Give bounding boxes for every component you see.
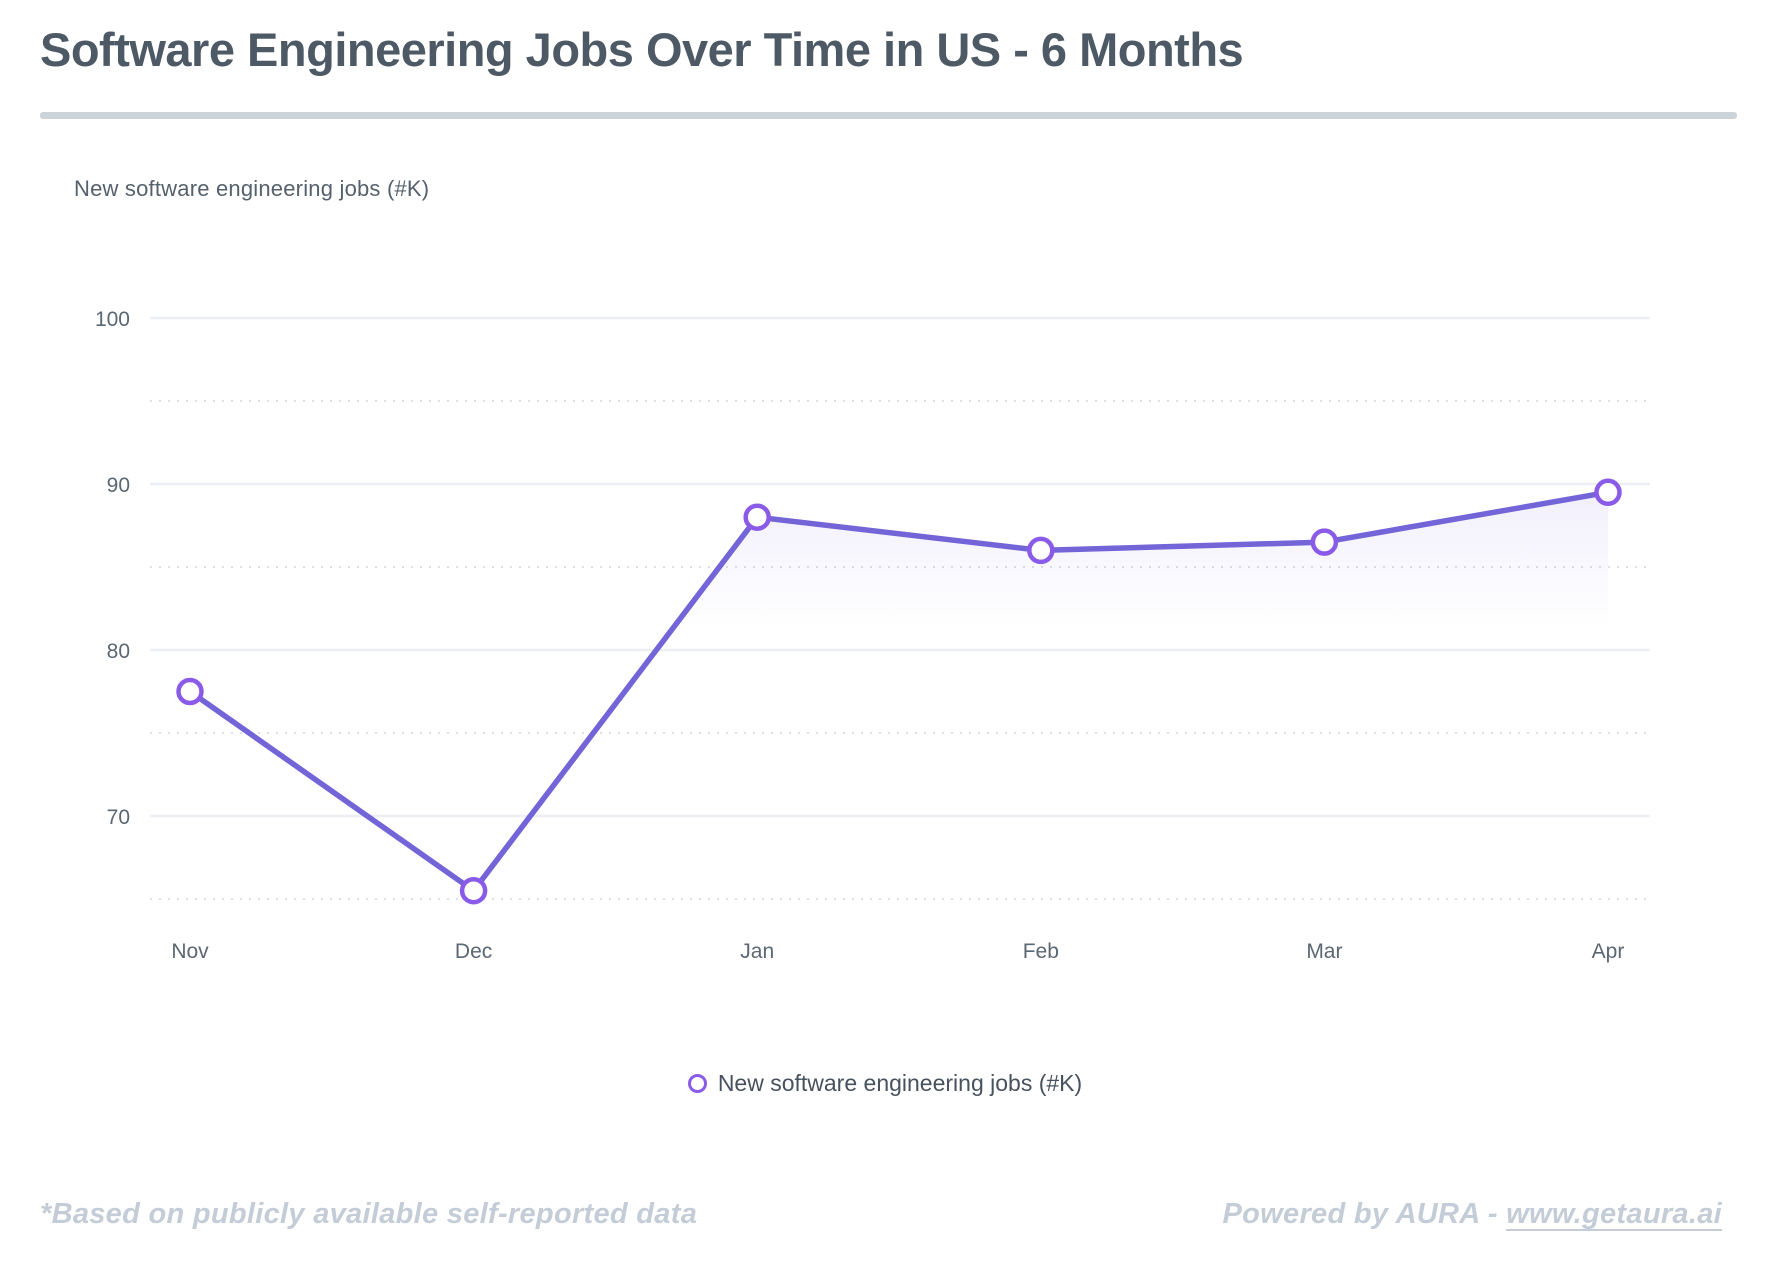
data-point-feb xyxy=(1027,536,1055,565)
footer-disclaimer: *Based on publicly available self-report… xyxy=(40,1198,698,1230)
y-tick-label-90: 90 xyxy=(107,474,130,497)
y-tick-label-100: 100 xyxy=(95,308,130,331)
powered-by-text: Powered by AURA - xyxy=(1222,1198,1507,1230)
chart-legend: New software engineering jobs (#K) xyxy=(0,1070,1770,1097)
series-area-fill xyxy=(190,492,1608,980)
data-point-dec xyxy=(459,876,488,905)
y-axis-title: New software engineering jobs (#K) xyxy=(74,176,430,201)
footer-powered-by: Powered by AURA - www.getaura.ai xyxy=(1223,1198,1722,1231)
data-point-jan xyxy=(743,503,771,531)
title-divider xyxy=(40,112,1737,119)
data-point-apr xyxy=(1594,478,1622,507)
data-point-nov xyxy=(176,677,204,706)
legend-series-label: New software engineering jobs (#K) xyxy=(717,1070,1083,1096)
y-tick-label-80: 80 xyxy=(107,640,130,663)
data-point-mar xyxy=(1310,528,1339,556)
page-title: Software Engineering Jobs Over Time in U… xyxy=(40,23,1244,76)
series-line xyxy=(187,489,1611,894)
getaura-link[interactable]: www.getaura.ai xyxy=(1506,1198,1722,1230)
y-tick-label-70: 70 xyxy=(107,806,130,829)
legend-series-marker-icon xyxy=(687,1074,707,1093)
